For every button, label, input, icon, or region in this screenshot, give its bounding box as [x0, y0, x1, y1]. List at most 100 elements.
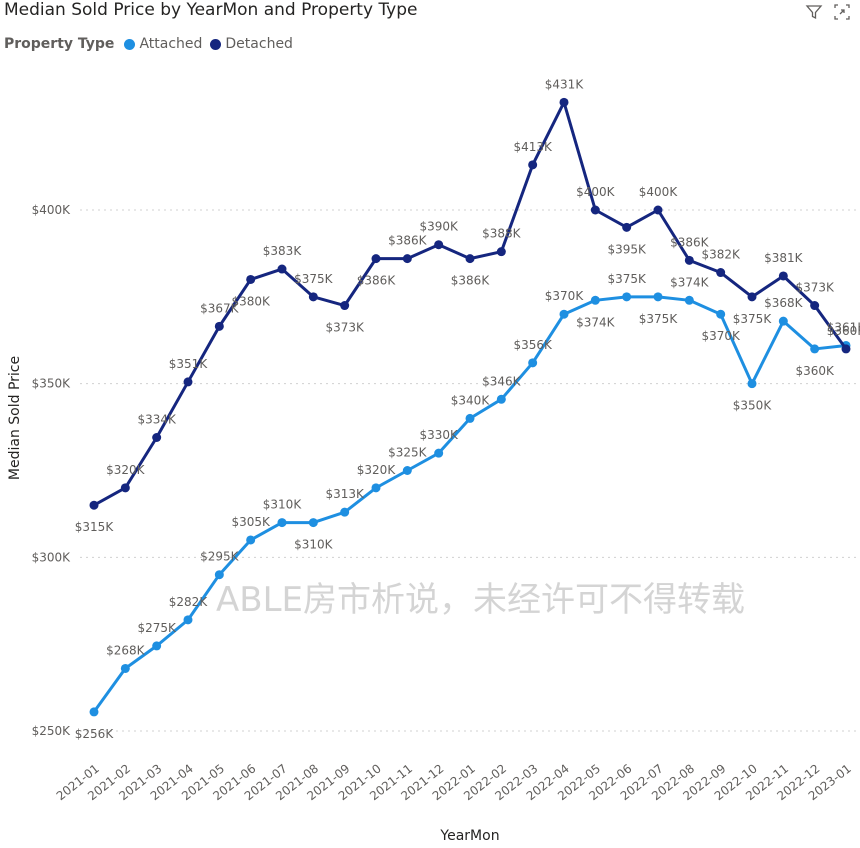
- data-label-detached: $413K: [513, 140, 553, 154]
- legend: Property Type Attached Detached: [4, 36, 301, 52]
- data-point-attached: [496, 394, 506, 404]
- data-point-detached: [277, 264, 287, 274]
- data-label-attached: $374K: [670, 275, 710, 289]
- legend-item-attached[interactable]: Attached: [124, 36, 202, 52]
- data-point-detached: [684, 255, 694, 265]
- data-point-attached: [402, 466, 412, 475]
- data-label-attached: $356K: [513, 338, 553, 352]
- data-label-attached: $282K: [169, 595, 209, 609]
- legend-marker-detached: [210, 38, 222, 50]
- focus-mode-icon[interactable]: [832, 2, 852, 22]
- data-label-detached: $375K: [733, 312, 773, 326]
- data-label-attached: $310K: [263, 498, 303, 512]
- data-label-attached: $370K: [545, 289, 585, 303]
- data-point-detached: [747, 292, 757, 302]
- data-point-attached: [434, 448, 444, 458]
- chart-title: Median Sold Price by YearMon and Propert…: [4, 0, 418, 20]
- data-label-attached: $346K: [482, 374, 522, 388]
- data-label-attached: $305K: [231, 515, 271, 529]
- data-point-attached: [747, 379, 757, 389]
- y-tick-label: $250K: [32, 724, 72, 738]
- data-point-attached: [684, 295, 694, 305]
- data-point-detached: [559, 97, 569, 107]
- data-point-attached: [528, 358, 538, 368]
- data-point-attached: [246, 535, 256, 545]
- y-tick-label: $300K: [32, 550, 72, 564]
- data-point-detached: [89, 500, 99, 510]
- legend-title: Property Type: [4, 36, 115, 52]
- data-point-attached: [371, 483, 381, 493]
- legend-label-detached: Detached: [225, 36, 293, 52]
- data-label-attached: $361K: [827, 320, 860, 334]
- data-point-detached: [528, 160, 538, 170]
- data-point-attached: [89, 707, 99, 717]
- data-label-detached: $367K: [200, 301, 240, 315]
- data-point-attached: [778, 316, 788, 326]
- data-point-attached: [590, 295, 600, 305]
- data-point-detached: [841, 344, 851, 354]
- data-label-attached: $374K: [576, 315, 616, 329]
- data-label-attached: $256K: [75, 727, 115, 741]
- legend-marker-attached: [124, 38, 136, 50]
- data-point-detached: [214, 321, 224, 331]
- data-point-attached: [308, 518, 318, 528]
- data-point-detached: [152, 433, 162, 443]
- data-label-attached: $360K: [795, 364, 835, 378]
- data-label-detached: $315K: [75, 520, 115, 534]
- data-point-detached: [622, 222, 632, 232]
- data-point-detached: [716, 268, 726, 278]
- data-point-attached: [340, 507, 350, 517]
- data-label-attached: $350K: [733, 399, 773, 413]
- data-label-detached: $375K: [294, 272, 334, 286]
- data-label-detached: $386K: [388, 234, 428, 248]
- data-point-attached: [559, 309, 569, 319]
- legend-item-detached[interactable]: Detached: [210, 36, 293, 52]
- data-label-attached: $325K: [388, 446, 428, 460]
- data-label-attached: $340K: [451, 393, 491, 407]
- data-label-detached: $334K: [137, 413, 177, 427]
- y-tick-label: $400K: [32, 203, 72, 217]
- data-point-attached: [716, 309, 726, 319]
- data-point-attached: [622, 292, 632, 302]
- data-label-attached: $268K: [106, 643, 146, 657]
- data-point-detached: [465, 254, 475, 264]
- data-point-attached: [465, 413, 475, 423]
- filter-icon[interactable]: [804, 2, 824, 22]
- data-label-detached: $320K: [106, 463, 146, 477]
- data-label-detached: $388K: [482, 227, 522, 241]
- data-label-detached: $373K: [325, 321, 365, 335]
- visual-toolbar: [804, 2, 852, 22]
- data-label-detached: $400K: [639, 185, 679, 199]
- data-label-attached: $320K: [357, 463, 397, 477]
- data-point-detached: [120, 483, 130, 493]
- data-point-detached: [402, 254, 412, 264]
- data-point-detached: [590, 205, 600, 215]
- data-label-detached: $386K: [451, 274, 491, 288]
- data-point-detached: [778, 271, 788, 281]
- data-label-attached: $295K: [200, 550, 240, 564]
- data-label-detached: $383K: [263, 244, 303, 258]
- data-point-detached: [183, 377, 193, 387]
- data-label-attached: $313K: [325, 487, 365, 501]
- data-label-detached: $386K: [357, 274, 397, 288]
- data-point-attached: [810, 344, 820, 354]
- data-label-detached: $395K: [607, 242, 647, 256]
- data-label-detached: $380K: [231, 294, 271, 308]
- data-label-attached: $310K: [294, 538, 334, 552]
- data-point-detached: [308, 292, 318, 302]
- y-axis-title: Median Sold Price: [7, 356, 23, 480]
- x-axis-title: YearMon: [439, 828, 499, 844]
- data-label-detached: $351K: [169, 357, 209, 371]
- data-label-attached: $375K: [639, 312, 679, 326]
- data-point-detached: [653, 205, 663, 215]
- data-label-detached: $400K: [576, 185, 616, 199]
- data-label-detached: $360K: [827, 324, 860, 338]
- data-point-detached: [340, 301, 350, 311]
- data-label-attached: $275K: [137, 621, 177, 635]
- data-point-attached: [653, 292, 663, 302]
- data-label-attached: $375K: [607, 272, 647, 286]
- data-point-attached: [277, 518, 287, 528]
- data-label-attached: $330K: [419, 428, 459, 442]
- data-label-attached: $370K: [701, 329, 741, 343]
